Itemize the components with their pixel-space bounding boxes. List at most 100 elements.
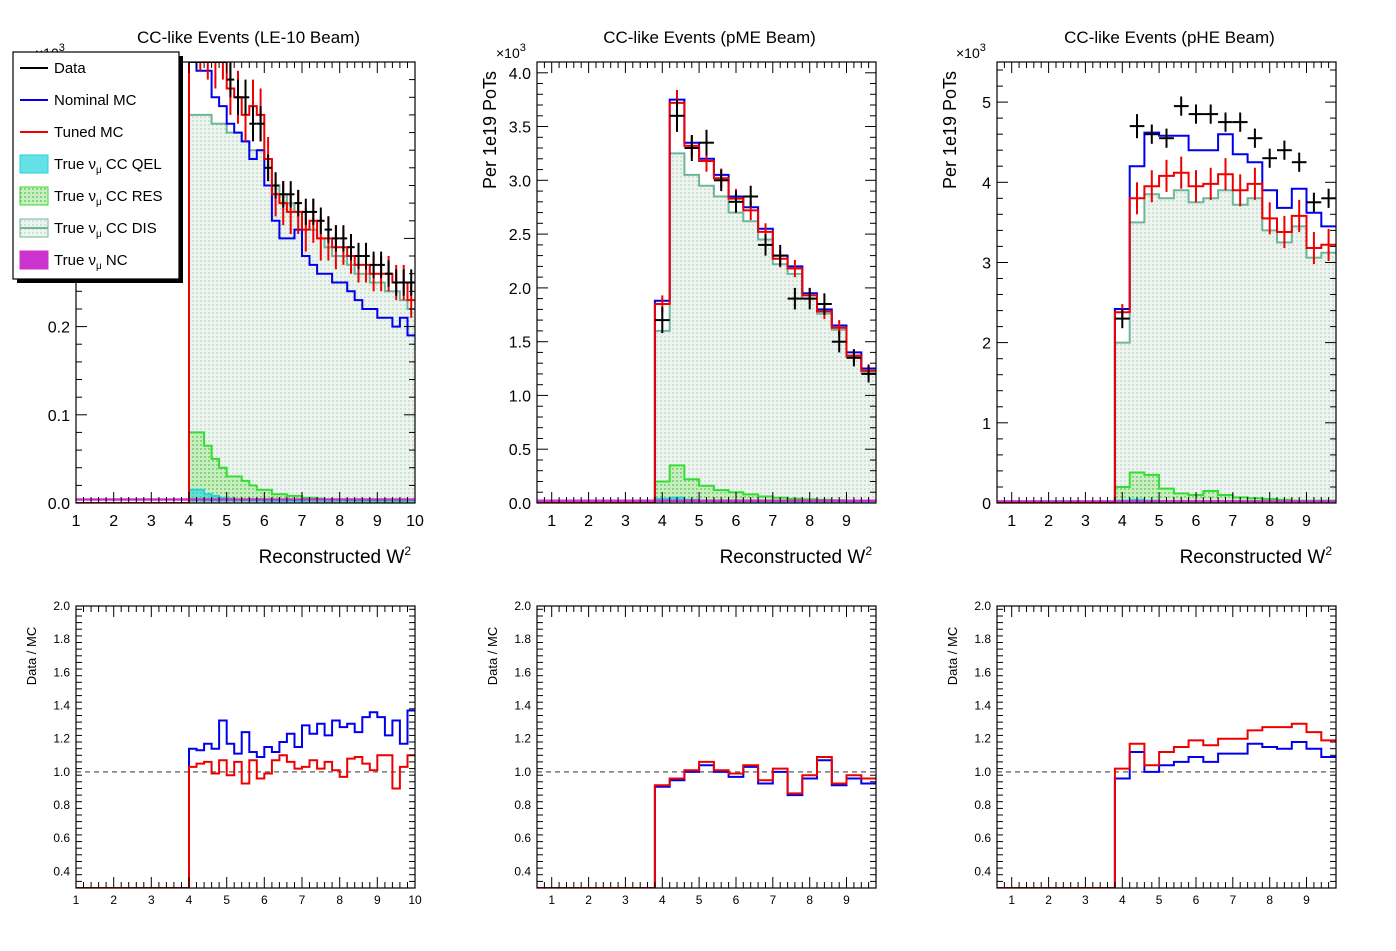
tuned-mc-line [537, 101, 876, 503]
y-tick-label: 4 [982, 175, 991, 192]
y-tick-label: 0.6 [53, 831, 70, 845]
y-tick-label: 1.0 [514, 765, 531, 779]
y-tick-label: 1.4 [974, 699, 991, 713]
x-tick-label: 7 [769, 893, 776, 907]
plot-area [997, 96, 1336, 503]
x-axis-label-sup: 2 [1325, 544, 1332, 558]
dis-area [76, 114, 415, 503]
y-tick-label: 1.0 [974, 765, 991, 779]
legend-label-main: Data [54, 60, 86, 77]
x-tick-label: 1 [73, 893, 80, 907]
ratio-nominal-line [537, 759, 876, 888]
x-tick-label: 8 [336, 893, 343, 907]
y-tick-label: 2.0 [974, 599, 991, 613]
y-multiplier-exp: 3 [980, 42, 986, 54]
panel-4: 1 2 3 4 5 6 7 8 9 10 0.4 0.6 0.8 1.0 1.2 1.4 1.6 1.8 2.0 Da… [24, 599, 422, 907]
y-multiplier: ×103 [496, 42, 526, 61]
res-line [997, 471, 1336, 503]
x-tick-label: 7 [298, 513, 307, 530]
y-tick-label: 1.0 [53, 765, 70, 779]
x-axis-label-text: Reconstructed W [259, 547, 405, 568]
x-axis-label-sup: 2 [865, 544, 872, 558]
y-axis-label: Per 1e19 PoTs [940, 71, 960, 189]
y-tick-label: 1.4 [514, 699, 531, 713]
x-tick-label: 6 [1193, 893, 1200, 907]
legend-label-main: Tuned MC [54, 124, 124, 141]
plot-area [997, 722, 1336, 888]
y-tick-label: 1.2 [514, 732, 531, 746]
x-tick-label: 1 [1007, 513, 1016, 530]
y-tick-label: 5 [982, 95, 991, 112]
x-tick-label: 9 [1302, 513, 1311, 530]
tuned-mc-line [997, 171, 1336, 503]
x-tick-label: 7 [299, 893, 306, 907]
res-area [997, 472, 1336, 503]
y-tick-label: 0.8 [974, 798, 991, 812]
legend-label: True νμ CC QEL [54, 156, 162, 176]
y-tick-label: 2.0 [514, 599, 531, 613]
y-multiplier-exp: 3 [59, 42, 65, 54]
y-tick-label: 1.4 [53, 699, 70, 713]
plot-area [76, 709, 415, 888]
legend-label: True νμ CC DIS [54, 220, 157, 240]
x-tick-label: 5 [222, 513, 231, 530]
y-axis-label: Data / MC [945, 627, 960, 686]
panel-5: 1 2 3 4 5 6 7 8 9 0.4 0.6 0.8 1.0 1.2 1.4 1.6 1.8 2.0 Data… [485, 599, 877, 907]
legend-swatch [19, 250, 49, 270]
y-tick-label: 1.5 [509, 335, 531, 352]
nominal-mc-line [997, 131, 1336, 503]
y-multiplier-exp: 3 [520, 42, 526, 54]
x-tick-label: 5 [1156, 893, 1163, 907]
plot-area [537, 756, 876, 888]
legend-label-sub: μ [96, 229, 102, 240]
y-tick-label: 0.6 [514, 831, 531, 845]
legend-label-sub: μ [96, 197, 102, 208]
y-tick-label: 0.0 [509, 496, 531, 513]
x-tick-label: 6 [732, 513, 741, 530]
x-tick-label: 9 [374, 893, 381, 907]
legend-label-sub: μ [96, 165, 102, 176]
res-area [537, 465, 876, 503]
x-tick-label: 3 [147, 513, 156, 530]
x-tick-label: 3 [621, 513, 630, 530]
x-tick-label: 8 [805, 513, 814, 530]
y-tick-label: 0.8 [514, 798, 531, 812]
plot-area [537, 90, 876, 503]
x-tick-label: 3 [1081, 513, 1090, 530]
plot-frame [536, 605, 877, 889]
x-tick-label: 9 [843, 893, 850, 907]
x-tick-label: 2 [109, 513, 118, 530]
y-tick-label: 0.8 [53, 798, 70, 812]
y-tick-label: 1.8 [974, 632, 991, 646]
x-tick-label: 3 [1082, 893, 1089, 907]
x-tick-label: 9 [373, 513, 382, 530]
legend-label-main: True ν [54, 252, 96, 269]
x-axis-label-text: Reconstructed W [720, 547, 866, 568]
x-tick-label: 1 [548, 893, 555, 907]
y-tick-label: 1.8 [53, 632, 70, 646]
x-axis-label: Reconstructed W2 [720, 544, 873, 568]
x-axis-label: Reconstructed W2 [259, 544, 412, 568]
legend-label: True νμ CC RES [54, 188, 163, 208]
y-tick-label: 1.2 [974, 732, 991, 746]
legend-swatch [19, 154, 49, 174]
legend-swatch [19, 186, 49, 206]
x-tick-label: 5 [695, 513, 704, 530]
legend-label-tail: CC DIS [102, 220, 157, 237]
y-tick-label: 0.5 [509, 442, 531, 459]
panel-6: 1 2 3 4 5 6 7 8 9 0.4 0.6 0.8 1.0 1.2 1.4 1.6 1.8 2.0 Data… [945, 599, 1337, 907]
legend-label: True νμ NC [54, 252, 128, 272]
x-tick-label: 4 [658, 513, 667, 530]
ratio-tuned-line [537, 756, 876, 888]
panel-2: 1 2 3 4 5 6 7 8 9 0.0 0.5 1.0 1.5 2.0 2.5 3.0 3.5 4.0 CC-l… [480, 28, 877, 568]
chart-title: CC-like Events (pHE Beam) [1064, 28, 1275, 47]
legend-label: Nominal MC [54, 92, 137, 109]
tuned-mc-line [76, 62, 415, 503]
ratio-nominal-line [76, 709, 415, 888]
x-tick-label: 8 [335, 513, 344, 530]
x-tick-label: 3 [622, 893, 629, 907]
y-multiplier: ×103 [956, 42, 986, 61]
x-tick-label: 6 [1192, 513, 1201, 530]
